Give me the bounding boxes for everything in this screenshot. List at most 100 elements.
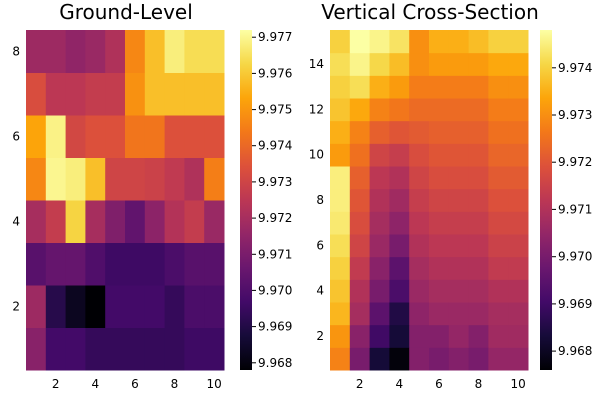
x-tick-label: 8 [171, 377, 179, 391]
heatmap-cell [488, 98, 509, 122]
heatmap-cell [429, 75, 450, 99]
heatmap-cell [468, 188, 489, 212]
heatmap-cell [429, 279, 450, 303]
heatmap-cell [330, 347, 351, 371]
heatmap-cell [164, 157, 185, 201]
heatmap-cell [429, 211, 450, 235]
heatmap-cell [330, 256, 351, 280]
heatmap-cell [488, 347, 509, 371]
colorbar-tick-label: 9.969 [558, 297, 592, 311]
heatmap-cell [448, 211, 470, 235]
heatmap-cell [468, 211, 489, 235]
heatmap-cell [369, 120, 390, 144]
heatmap-cell [468, 143, 489, 167]
heatmap-cell [508, 234, 529, 258]
heatmap-cell [349, 188, 371, 212]
heatmap-cell [508, 120, 529, 144]
heatmap-cell [144, 200, 166, 243]
heatmap-cell [448, 143, 470, 167]
heatmap-cell [164, 115, 185, 158]
heatmap-cell [105, 157, 126, 201]
y-tick-label: 6 [12, 129, 20, 143]
heatmap-cell [429, 143, 450, 167]
heatmap-cell [204, 200, 225, 243]
heatmap-cell [409, 234, 430, 258]
y-tick-label: 4 [12, 214, 20, 228]
heatmap-cell [65, 285, 86, 328]
heatmap-cell [429, 324, 450, 348]
heatmap-cell [164, 285, 185, 328]
right-colorbar-ticks: 9.968 9.969 9.970 9.971 9.972 9.973 9.974 [552, 61, 592, 358]
heatmap-cell [105, 72, 126, 116]
heatmap-cell [45, 285, 67, 328]
heatmap-cell [330, 234, 351, 258]
heatmap-cell [409, 256, 430, 280]
heatmap-cell [409, 302, 430, 326]
heatmap-cell [164, 30, 185, 73]
y-tick-label: 6 [316, 238, 324, 252]
heatmap-cell [468, 75, 489, 99]
heatmap-cell [26, 115, 47, 158]
heatmap-cell [488, 234, 509, 258]
x-tick-label: 4 [395, 377, 403, 391]
right-x-axis-ticks: 2 4 6 8 10 [356, 377, 526, 391]
heatmap-cell [369, 188, 390, 212]
x-tick-label: 10 [206, 377, 221, 391]
heatmap-cell [184, 200, 205, 243]
heatmap-cell [429, 120, 450, 144]
heatmap-cell [429, 52, 450, 76]
colorbar-tick-label: 9.977 [258, 30, 292, 44]
heatmap-cell [144, 242, 166, 286]
heatmap-cell [184, 327, 205, 371]
heatmap-cell [389, 256, 410, 280]
heatmap-cell [125, 30, 146, 73]
heatmap-cell [448, 256, 470, 280]
heatmap-cell [409, 143, 430, 167]
colorbar-tick-label: 9.971 [558, 202, 592, 216]
heatmap-cell [204, 327, 225, 371]
heatmap-cell [508, 302, 529, 326]
heatmap-cell [164, 72, 185, 116]
heatmap-cell [45, 115, 67, 158]
right-chart-title: Vertical Cross-Section [321, 0, 539, 24]
heatmap-cell [45, 157, 67, 201]
heatmap-cell [144, 115, 166, 158]
heatmap-cell [330, 143, 351, 167]
x-tick-label: 4 [91, 377, 99, 391]
y-tick-label: 12 [309, 102, 324, 116]
heatmap-cell [330, 166, 351, 190]
heatmap-cell [330, 52, 351, 76]
heatmap-cell [488, 256, 509, 280]
colorbar-tick-label: 9.970 [558, 250, 592, 264]
heatmap-cell [85, 285, 106, 328]
heatmap-cell [144, 327, 166, 371]
heatmap-cell [448, 279, 470, 303]
heatmap-cell [349, 347, 371, 371]
heatmap-cell [349, 75, 371, 99]
heatmap-cell [389, 188, 410, 212]
colorbar-tick-label: 9.974 [258, 139, 292, 153]
heatmap-cell [468, 166, 489, 190]
heatmap-cell [349, 98, 371, 122]
heatmap-cell [105, 115, 126, 158]
x-tick-label: 8 [475, 377, 483, 391]
heatmap-cell [105, 30, 126, 73]
heatmap-cell [330, 188, 351, 212]
heatmap-cell [508, 279, 529, 303]
heatmap-cell [369, 98, 390, 122]
heatmap-cell [448, 324, 470, 348]
heatmap-cell [448, 347, 470, 371]
heatmap-cell [448, 302, 470, 326]
heatmap-cell [349, 30, 371, 54]
heatmap-cell [468, 347, 489, 371]
colorbar-tick-label: 9.970 [258, 283, 292, 297]
heatmap-cell [204, 72, 225, 116]
heatmap-cell [429, 30, 450, 54]
heatmap-cell [488, 143, 509, 167]
heatmap-cell [65, 200, 86, 243]
heatmap-cell [389, 211, 410, 235]
heatmap-cell [429, 302, 450, 326]
heatmap-cell [389, 166, 410, 190]
heatmap-cell [409, 30, 430, 54]
heatmap-cell [488, 302, 509, 326]
